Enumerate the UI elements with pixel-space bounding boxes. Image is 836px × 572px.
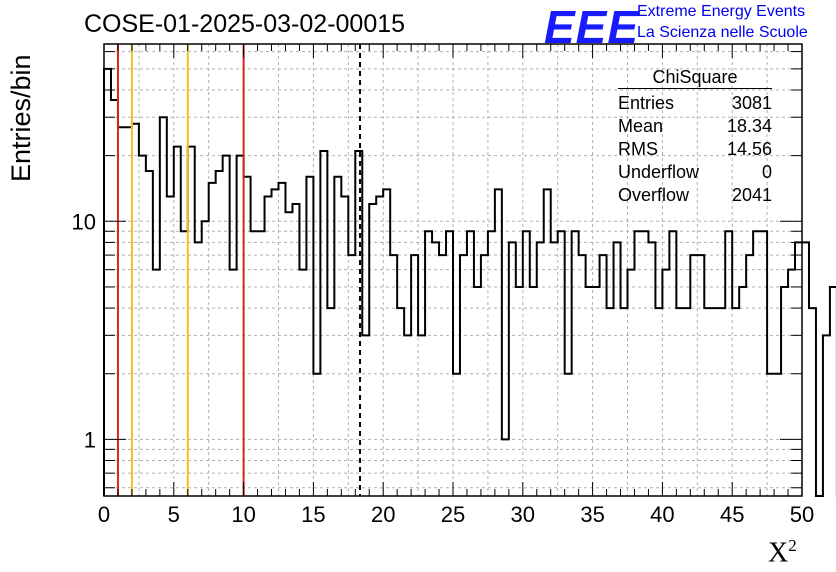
histogram-path bbox=[103, 67, 836, 497]
x-tick-label: 45 bbox=[720, 502, 744, 527]
logo-line-1: Extreme Energy Events bbox=[637, 3, 806, 20]
stats-row-entries: Entries 3081 bbox=[618, 93, 772, 113]
x-tick-label: 15 bbox=[301, 502, 325, 527]
eee-logo: EEE bbox=[544, 1, 640, 53]
x-tick-label: 5 bbox=[168, 502, 180, 527]
x-tick-label: 30 bbox=[511, 502, 535, 527]
y-tick-label: 10 bbox=[72, 209, 96, 234]
x-axis-label: X2 bbox=[768, 536, 797, 569]
stats-box: ChiSquare Entries 3081 Mean 18.34 RMS 14.56… bbox=[612, 66, 778, 207]
x-tick-label: 20 bbox=[371, 502, 395, 527]
stats-row-rms: RMS 14.56 bbox=[618, 139, 772, 159]
axes: 0 5 10 15 20 25 30 35 40 45 50 1 10 bbox=[72, 43, 814, 527]
x-tick-label: 35 bbox=[580, 502, 604, 527]
y-axis-label: Entries/bin bbox=[6, 54, 36, 182]
x-tick-label: 0 bbox=[98, 502, 110, 527]
x-tick-label: 40 bbox=[650, 502, 674, 527]
stats-row-mean: Mean 18.34 bbox=[618, 116, 772, 136]
x-tick-label: 25 bbox=[441, 502, 465, 527]
x-tick-label: 10 bbox=[231, 502, 255, 527]
stats-box-title: ChiSquare bbox=[618, 66, 772, 89]
chart-title: COSE-01-2025-03-02-00015 bbox=[84, 10, 406, 38]
x-tick-label: 50 bbox=[790, 502, 814, 527]
histogram-series bbox=[103, 67, 836, 497]
logo-line-2: La Scienza nelle Scuole bbox=[637, 24, 808, 41]
y-tick-label: 1 bbox=[84, 427, 96, 452]
stats-row-underflow: Underflow 0 bbox=[618, 162, 772, 182]
marker-lines bbox=[116, 44, 362, 496]
stats-row-overflow: Overflow 2041 bbox=[618, 185, 772, 205]
